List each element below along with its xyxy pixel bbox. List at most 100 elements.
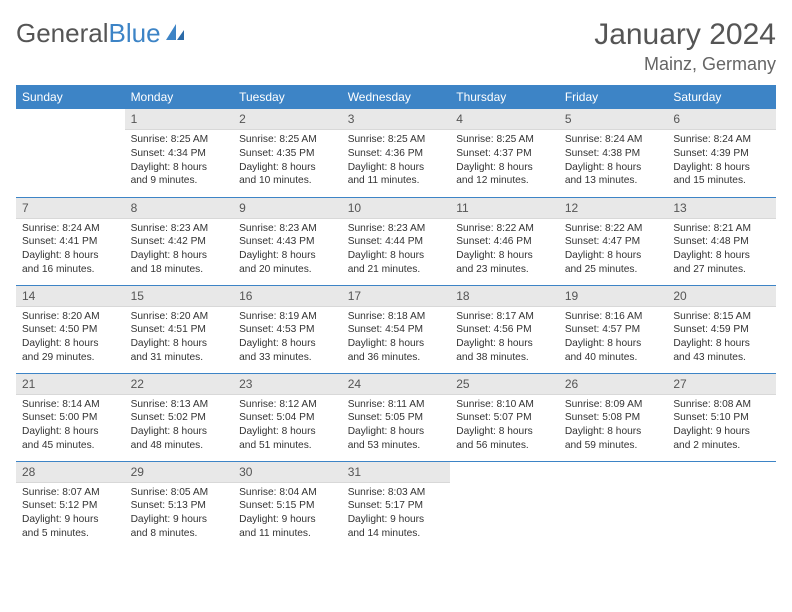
day-details: Sunrise: 8:05 AMSunset: 5:13 PMDaylight:… — [125, 483, 234, 545]
day-details: Sunrise: 8:08 AMSunset: 5:10 PMDaylight:… — [667, 395, 776, 457]
calendar-day-cell: 9Sunrise: 8:23 AMSunset: 4:43 PMDaylight… — [233, 197, 342, 285]
logo-text-2: Blue — [109, 18, 161, 49]
day-details: Sunrise: 8:21 AMSunset: 4:48 PMDaylight:… — [667, 219, 776, 281]
day-details: Sunrise: 8:13 AMSunset: 5:02 PMDaylight:… — [125, 395, 234, 457]
day-number: 7 — [16, 198, 125, 219]
logo: GeneralBlue — [16, 18, 186, 49]
day-details: Sunrise: 8:25 AMSunset: 4:35 PMDaylight:… — [233, 130, 342, 192]
day-number: 28 — [16, 462, 125, 483]
day-number: 11 — [450, 198, 559, 219]
day-number — [16, 109, 125, 115]
day-number: 23 — [233, 374, 342, 395]
weekday-header: Sunday — [16, 85, 125, 109]
calendar-day-cell — [667, 461, 776, 549]
day-number: 18 — [450, 286, 559, 307]
day-details: Sunrise: 8:15 AMSunset: 4:59 PMDaylight:… — [667, 307, 776, 369]
calendar-day-cell — [450, 461, 559, 549]
calendar-day-cell: 14Sunrise: 8:20 AMSunset: 4:50 PMDayligh… — [16, 285, 125, 373]
day-number — [450, 462, 559, 468]
day-number: 20 — [667, 286, 776, 307]
weekday-header: Friday — [559, 85, 668, 109]
day-details: Sunrise: 8:14 AMSunset: 5:00 PMDaylight:… — [16, 395, 125, 457]
day-number: 25 — [450, 374, 559, 395]
day-number: 30 — [233, 462, 342, 483]
calendar-day-cell — [16, 109, 125, 197]
day-details: Sunrise: 8:24 AMSunset: 4:38 PMDaylight:… — [559, 130, 668, 192]
day-number: 12 — [559, 198, 668, 219]
day-details: Sunrise: 8:24 AMSunset: 4:39 PMDaylight:… — [667, 130, 776, 192]
calendar-day-cell: 12Sunrise: 8:22 AMSunset: 4:47 PMDayligh… — [559, 197, 668, 285]
day-number: 10 — [342, 198, 451, 219]
day-number: 3 — [342, 109, 451, 130]
day-details: Sunrise: 8:11 AMSunset: 5:05 PMDaylight:… — [342, 395, 451, 457]
calendar-day-cell: 15Sunrise: 8:20 AMSunset: 4:51 PMDayligh… — [125, 285, 234, 373]
day-number: 26 — [559, 374, 668, 395]
day-details: Sunrise: 8:18 AMSunset: 4:54 PMDaylight:… — [342, 307, 451, 369]
calendar-day-cell: 19Sunrise: 8:16 AMSunset: 4:57 PMDayligh… — [559, 285, 668, 373]
calendar-day-cell: 24Sunrise: 8:11 AMSunset: 5:05 PMDayligh… — [342, 373, 451, 461]
day-number: 31 — [342, 462, 451, 483]
calendar-day-cell: 10Sunrise: 8:23 AMSunset: 4:44 PMDayligh… — [342, 197, 451, 285]
day-number: 4 — [450, 109, 559, 130]
calendar-day-cell: 16Sunrise: 8:19 AMSunset: 4:53 PMDayligh… — [233, 285, 342, 373]
day-details: Sunrise: 8:25 AMSunset: 4:34 PMDaylight:… — [125, 130, 234, 192]
calendar-day-cell: 28Sunrise: 8:07 AMSunset: 5:12 PMDayligh… — [16, 461, 125, 549]
day-number: 13 — [667, 198, 776, 219]
day-number: 22 — [125, 374, 234, 395]
day-number — [667, 462, 776, 468]
day-number: 8 — [125, 198, 234, 219]
calendar-day-cell: 25Sunrise: 8:10 AMSunset: 5:07 PMDayligh… — [450, 373, 559, 461]
calendar-day-cell: 6Sunrise: 8:24 AMSunset: 4:39 PMDaylight… — [667, 109, 776, 197]
day-details: Sunrise: 8:16 AMSunset: 4:57 PMDaylight:… — [559, 307, 668, 369]
calendar-week-row: 21Sunrise: 8:14 AMSunset: 5:00 PMDayligh… — [16, 373, 776, 461]
calendar-day-cell: 17Sunrise: 8:18 AMSunset: 4:54 PMDayligh… — [342, 285, 451, 373]
day-number: 16 — [233, 286, 342, 307]
title-block: January 2024 Mainz, Germany — [594, 18, 776, 75]
weekday-header: Tuesday — [233, 85, 342, 109]
weekday-header-row: Sunday Monday Tuesday Wednesday Thursday… — [16, 85, 776, 109]
calendar-day-cell: 13Sunrise: 8:21 AMSunset: 4:48 PMDayligh… — [667, 197, 776, 285]
calendar-day-cell: 18Sunrise: 8:17 AMSunset: 4:56 PMDayligh… — [450, 285, 559, 373]
day-details: Sunrise: 8:20 AMSunset: 4:51 PMDaylight:… — [125, 307, 234, 369]
calendar-day-cell: 8Sunrise: 8:23 AMSunset: 4:42 PMDaylight… — [125, 197, 234, 285]
calendar-day-cell: 22Sunrise: 8:13 AMSunset: 5:02 PMDayligh… — [125, 373, 234, 461]
day-details: Sunrise: 8:12 AMSunset: 5:04 PMDaylight:… — [233, 395, 342, 457]
calendar-day-cell: 27Sunrise: 8:08 AMSunset: 5:10 PMDayligh… — [667, 373, 776, 461]
logo-sail-icon — [164, 18, 186, 49]
calendar-day-cell: 11Sunrise: 8:22 AMSunset: 4:46 PMDayligh… — [450, 197, 559, 285]
calendar-week-row: 1Sunrise: 8:25 AMSunset: 4:34 PMDaylight… — [16, 109, 776, 197]
day-details: Sunrise: 8:25 AMSunset: 4:37 PMDaylight:… — [450, 130, 559, 192]
calendar-day-cell: 30Sunrise: 8:04 AMSunset: 5:15 PMDayligh… — [233, 461, 342, 549]
calendar-day-cell: 31Sunrise: 8:03 AMSunset: 5:17 PMDayligh… — [342, 461, 451, 549]
day-number: 6 — [667, 109, 776, 130]
day-details: Sunrise: 8:20 AMSunset: 4:50 PMDaylight:… — [16, 307, 125, 369]
calendar-day-cell: 21Sunrise: 8:14 AMSunset: 5:00 PMDayligh… — [16, 373, 125, 461]
day-details: Sunrise: 8:22 AMSunset: 4:46 PMDaylight:… — [450, 219, 559, 281]
calendar-day-cell: 2Sunrise: 8:25 AMSunset: 4:35 PMDaylight… — [233, 109, 342, 197]
calendar-week-row: 28Sunrise: 8:07 AMSunset: 5:12 PMDayligh… — [16, 461, 776, 549]
logo-text-1: General — [16, 18, 109, 49]
calendar-week-row: 14Sunrise: 8:20 AMSunset: 4:50 PMDayligh… — [16, 285, 776, 373]
calendar-day-cell: 4Sunrise: 8:25 AMSunset: 4:37 PMDaylight… — [450, 109, 559, 197]
day-number: 17 — [342, 286, 451, 307]
day-number: 19 — [559, 286, 668, 307]
day-details: Sunrise: 8:04 AMSunset: 5:15 PMDaylight:… — [233, 483, 342, 545]
day-details: Sunrise: 8:24 AMSunset: 4:41 PMDaylight:… — [16, 219, 125, 281]
day-number: 24 — [342, 374, 451, 395]
calendar-day-cell: 3Sunrise: 8:25 AMSunset: 4:36 PMDaylight… — [342, 109, 451, 197]
calendar-day-cell: 1Sunrise: 8:25 AMSunset: 4:34 PMDaylight… — [125, 109, 234, 197]
day-number: 27 — [667, 374, 776, 395]
day-number: 5 — [559, 109, 668, 130]
calendar-day-cell: 26Sunrise: 8:09 AMSunset: 5:08 PMDayligh… — [559, 373, 668, 461]
day-details: Sunrise: 8:09 AMSunset: 5:08 PMDaylight:… — [559, 395, 668, 457]
weekday-header: Wednesday — [342, 85, 451, 109]
weekday-header: Saturday — [667, 85, 776, 109]
day-details: Sunrise: 8:10 AMSunset: 5:07 PMDaylight:… — [450, 395, 559, 457]
calendar-day-cell — [559, 461, 668, 549]
day-number: 1 — [125, 109, 234, 130]
calendar-day-cell: 29Sunrise: 8:05 AMSunset: 5:13 PMDayligh… — [125, 461, 234, 549]
weekday-header: Thursday — [450, 85, 559, 109]
day-details: Sunrise: 8:25 AMSunset: 4:36 PMDaylight:… — [342, 130, 451, 192]
header: GeneralBlue January 2024 Mainz, Germany — [16, 18, 776, 75]
day-details: Sunrise: 8:03 AMSunset: 5:17 PMDaylight:… — [342, 483, 451, 545]
